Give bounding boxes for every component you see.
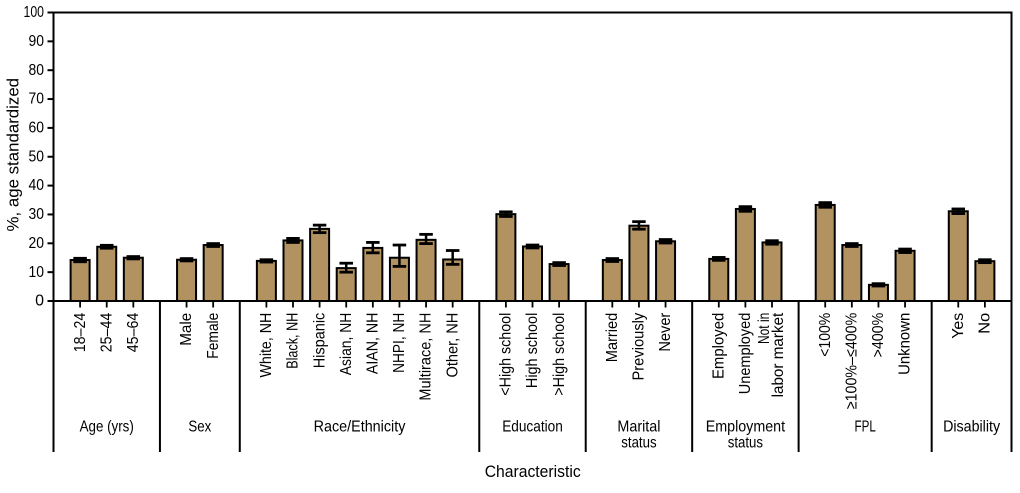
svg-text:High school: High school (524, 313, 541, 388)
svg-text:80: 80 (29, 62, 45, 79)
svg-text:Yes: Yes (950, 313, 967, 339)
svg-text:Previously: Previously (631, 313, 648, 381)
svg-text:Female: Female (205, 313, 222, 359)
svg-text:Asian, NH: Asian, NH (338, 313, 355, 376)
svg-text:Marital: Marital (617, 419, 660, 436)
svg-text:100: 100 (24, 4, 45, 21)
svg-text:Married: Married (604, 313, 621, 363)
svg-text:20: 20 (29, 235, 45, 252)
svg-text:<High school: <High school (498, 313, 515, 396)
svg-text:Characteristic: Characteristic (485, 463, 581, 481)
svg-text:Not in: Not in (756, 313, 773, 344)
svg-text:AIAN, NH: AIAN, NH (365, 313, 382, 374)
svg-text:Age (yrs): Age (yrs) (80, 419, 134, 436)
svg-text:Male: Male (178, 313, 195, 346)
svg-text:Sex: Sex (188, 419, 211, 436)
svg-text:No: No (977, 313, 994, 334)
svg-text:Employed: Employed (710, 313, 727, 379)
svg-text:90: 90 (29, 33, 45, 50)
svg-text:>High school: >High school (551, 313, 568, 396)
svg-text:Unknown: Unknown (897, 313, 914, 375)
svg-text:30: 30 (29, 206, 45, 223)
svg-text:<100%: <100% (817, 313, 834, 357)
svg-text:Disability: Disability (943, 419, 1000, 436)
svg-text:Black, NH: Black, NH (285, 313, 302, 369)
svg-text:50: 50 (29, 148, 45, 165)
svg-text:Race/Ethnicity: Race/Ethnicity (314, 419, 406, 436)
svg-text:40: 40 (29, 177, 45, 194)
svg-text:Employment: Employment (706, 419, 786, 436)
svg-text:Education: Education (502, 419, 563, 436)
svg-text:White, NH: White, NH (258, 313, 275, 378)
svg-text:18–24: 18–24 (72, 313, 89, 353)
svg-text:status: status (621, 435, 656, 452)
svg-text:60: 60 (29, 120, 45, 137)
svg-text:labor market: labor market (770, 312, 787, 397)
svg-text:FPL: FPL (854, 419, 875, 436)
svg-text:status: status (728, 435, 763, 452)
svg-text:NHPI, NH: NHPI, NH (391, 313, 408, 373)
svg-text:%, age standardized: %, age standardized (5, 78, 23, 232)
svg-text:10: 10 (29, 264, 45, 281)
svg-text:Hispanic: Hispanic (311, 313, 328, 369)
svg-text:Multirace, NH: Multirace, NH (418, 313, 435, 401)
svg-text:≥100%–≤400%: ≥100%–≤400% (844, 313, 861, 410)
svg-text:Other, NH: Other, NH (444, 313, 461, 378)
svg-text:0: 0 (35, 293, 44, 310)
svg-text:45–64: 45–64 (125, 313, 142, 353)
svg-text:Unemployed: Unemployed (737, 313, 754, 395)
svg-text:25–44: 25–44 (98, 313, 115, 353)
svg-text:70: 70 (29, 91, 45, 108)
svg-text:>400%: >400% (870, 313, 887, 358)
svg-text:Never: Never (657, 312, 674, 352)
